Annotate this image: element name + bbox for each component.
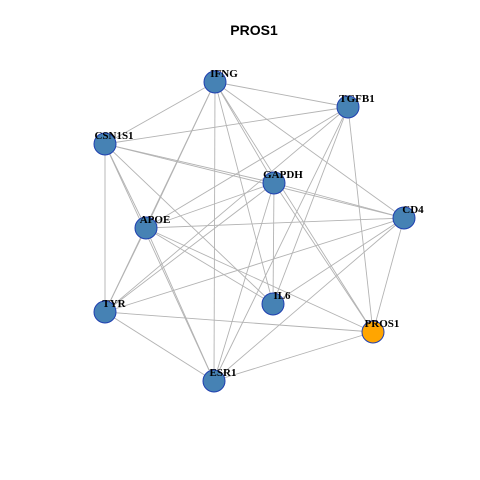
edge	[272, 217, 405, 305]
node-label: APOE	[140, 214, 171, 226]
node	[134, 216, 158, 240]
edges	[104, 81, 405, 382]
edge	[213, 331, 374, 382]
edge	[104, 143, 275, 184]
node-label: TGFB1	[339, 93, 374, 105]
edge	[104, 143, 405, 219]
edge	[104, 311, 215, 382]
edge	[104, 143, 215, 382]
title: PROS1	[230, 22, 278, 38]
edge	[145, 227, 215, 382]
node-label: TYR	[102, 298, 126, 310]
node	[261, 292, 285, 316]
edge	[145, 217, 405, 229]
edge	[145, 227, 374, 333]
node-label: ESR1	[210, 367, 237, 379]
edge	[213, 106, 349, 382]
edge	[214, 81, 275, 184]
edge	[214, 81, 274, 305]
node-label: CSN1S1	[94, 130, 133, 142]
nodes: IFNG TGFB1 CSN1S1 GAPDH CD4 APOE TYR IL6 PROS1 ES…	[93, 68, 424, 393]
node	[203, 70, 227, 94]
node-label: IL6	[273, 290, 291, 302]
edge	[145, 227, 274, 305]
edge	[104, 227, 147, 313]
node	[202, 369, 226, 393]
edge	[272, 182, 275, 305]
edge	[104, 106, 349, 313]
edge	[214, 81, 405, 219]
node	[361, 320, 385, 344]
edge	[104, 81, 216, 145]
edge	[213, 217, 405, 382]
node	[392, 206, 416, 230]
node-label: IFNG	[210, 68, 238, 80]
node	[262, 171, 286, 195]
node	[336, 95, 360, 119]
node	[93, 132, 117, 156]
node-label: CD4	[402, 204, 424, 216]
edge	[104, 106, 349, 145]
edge	[214, 81, 349, 108]
edge	[273, 182, 405, 219]
edge	[104, 217, 405, 313]
node-label: GAPDH	[263, 169, 303, 181]
node	[93, 300, 117, 324]
edge	[272, 106, 349, 305]
edge	[372, 217, 405, 333]
edge	[104, 311, 374, 333]
edge	[213, 81, 216, 382]
node-label: PROS1	[365, 318, 400, 330]
edge	[213, 182, 275, 382]
edge	[273, 182, 374, 333]
edge	[145, 106, 349, 229]
edge	[145, 182, 275, 229]
